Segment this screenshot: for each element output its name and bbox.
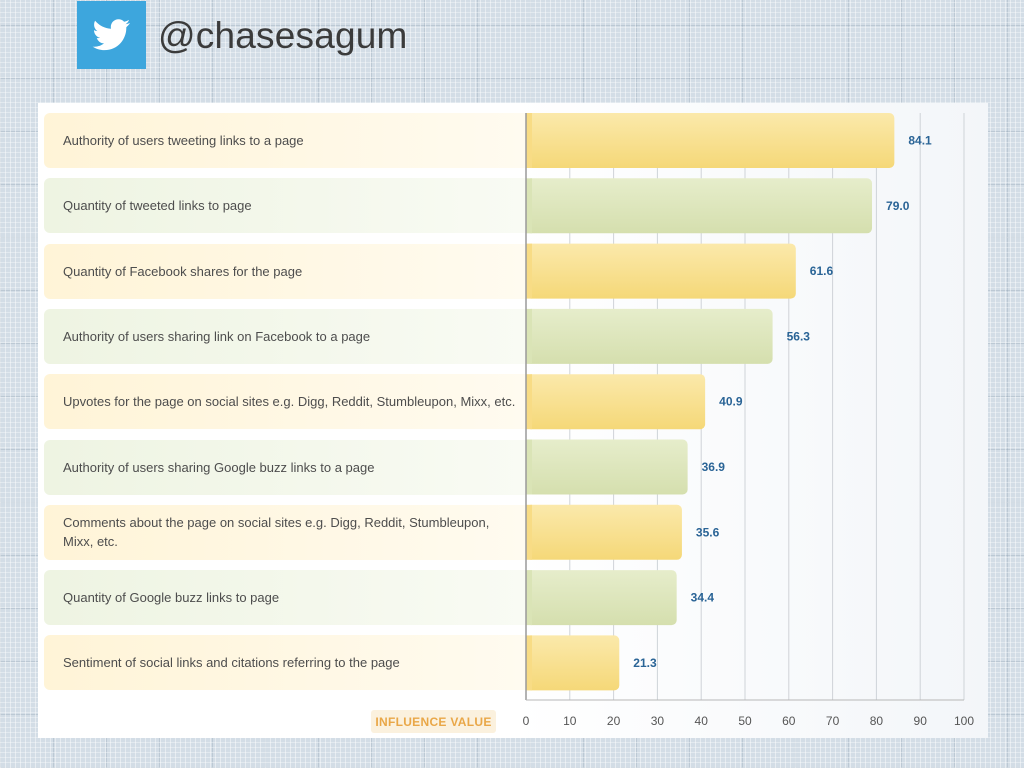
- category-label: Sentiment of social links and citations …: [44, 635, 526, 691]
- bar: [526, 113, 895, 168]
- bar: [526, 570, 677, 626]
- x-tick-label: 80: [870, 714, 884, 728]
- value-label: 56.3: [787, 329, 811, 343]
- x-tick-label: 50: [738, 714, 752, 728]
- bar: [526, 374, 706, 430]
- value-label: 40.9: [719, 395, 743, 409]
- category-label-text: Quantity of tweeted links to page: [63, 198, 252, 214]
- category-label: Comments about the page on social sites …: [44, 504, 526, 560]
- value-label: 61.6: [810, 264, 834, 278]
- x-axis-label: INFLUENCE VALUE: [371, 710, 496, 733]
- bar-left-edge: [526, 439, 532, 495]
- bar: [526, 635, 620, 691]
- x-tick-label: 30: [651, 714, 665, 728]
- bar: [526, 178, 873, 234]
- value-label: 34.4: [691, 591, 715, 605]
- category-label-text: Authority of users sharing link on Faceb…: [63, 328, 371, 344]
- category-label-text: Authority of users sharing Google buzz l…: [63, 459, 375, 475]
- bar: [526, 243, 796, 299]
- category-label-text: Comments about the page on social sites …: [63, 515, 490, 550]
- category-label: Authority of users sharing Google buzz l…: [44, 439, 526, 495]
- value-label: 84.1: [908, 134, 932, 148]
- bar-left-edge: [526, 243, 532, 299]
- category-label-text: Quantity of Google buzz links to page: [63, 590, 280, 606]
- category-label-text: Upvotes for the page on social sites e.g…: [63, 394, 516, 410]
- bar-left-edge: [526, 308, 532, 364]
- x-tick-label: 0: [523, 714, 530, 728]
- bar-left-edge: [526, 635, 532, 691]
- bar-left-edge: [526, 504, 532, 560]
- category-label-text: Authority of users tweeting links to a p…: [63, 133, 304, 148]
- x-tick-label: 60: [782, 714, 796, 728]
- category-label-text: Quantity of Facebook shares for the page: [63, 263, 303, 279]
- category-label-text: Sentiment of social links and citations …: [63, 655, 400, 671]
- twitter-bird-icon: [92, 19, 130, 51]
- category-label: Authority of users sharing link on Faceb…: [44, 308, 526, 364]
- bar: [526, 504, 682, 560]
- x-tick-label: 20: [607, 714, 621, 728]
- twitter-handle: @chasesagum: [158, 15, 408, 56]
- x-tick-label: 40: [695, 714, 709, 728]
- bar-left-edge: [526, 113, 532, 168]
- x-tick-label: 70: [826, 714, 840, 728]
- value-label: 21.3: [633, 656, 657, 670]
- bar-left-edge: [526, 570, 532, 626]
- value-label: 36.9: [702, 460, 726, 474]
- category-label: Quantity of tweeted links to page: [44, 178, 526, 234]
- twitter-logo-box: [77, 1, 146, 69]
- category-label: Authority of users tweeting links to a p…: [44, 113, 526, 168]
- category-label: Upvotes for the page on social sites e.g…: [44, 374, 526, 430]
- x-tick-label: 10: [563, 714, 577, 728]
- category-label: Quantity of Google buzz links to page: [44, 570, 526, 626]
- bar-left-edge: [526, 178, 532, 234]
- value-label: 79.0: [886, 199, 910, 213]
- bar-left-edge: [526, 374, 532, 430]
- bar: [526, 439, 688, 495]
- bar: [526, 308, 773, 364]
- value-label: 35.6: [696, 525, 720, 539]
- x-tick-label: 100: [954, 714, 974, 728]
- x-tick-label: 90: [914, 714, 928, 728]
- category-label: Quantity of Facebook shares for the page: [44, 243, 526, 299]
